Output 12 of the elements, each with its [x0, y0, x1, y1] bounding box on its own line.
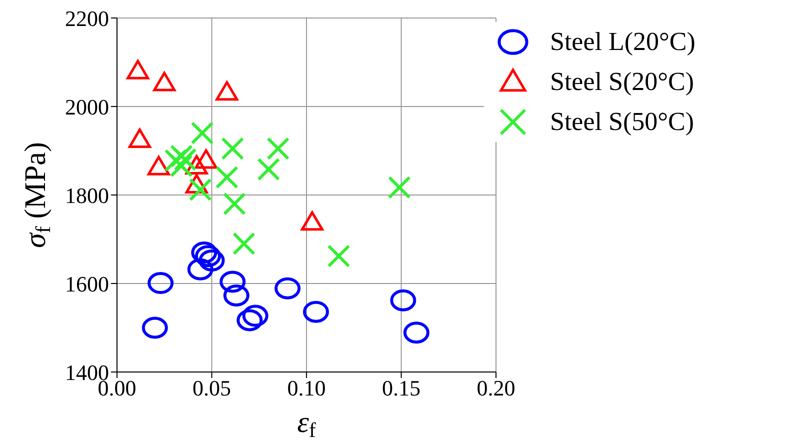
legend-label: Steel L(20°C): [550, 27, 696, 57]
y-tick-label: 2200: [65, 6, 109, 31]
x-tick-label: 0.15: [382, 376, 420, 401]
x-tick-label: 0.05: [192, 376, 231, 401]
legend-label: Steel S(20°C): [550, 67, 694, 97]
y-tick-label: 2000: [65, 94, 109, 120]
y-tick-label: 1600: [65, 271, 109, 296]
x-axis-title: ε$_{f}$: [297, 406, 316, 442]
y-tick-label: 1800: [65, 182, 109, 208]
x-tick-label: 0.20: [476, 376, 516, 401]
legend-label: Steel S(50°C): [550, 107, 694, 137]
x-tick-label: 0.10: [287, 376, 326, 401]
